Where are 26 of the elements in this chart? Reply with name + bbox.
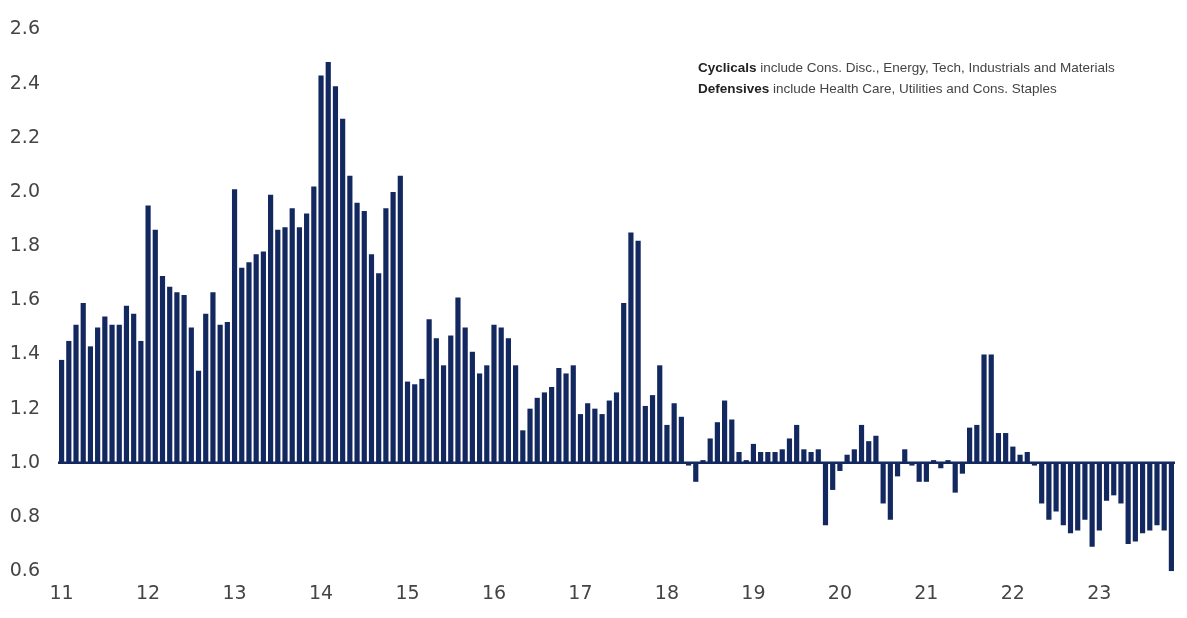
x-tick-label: 15 bbox=[395, 580, 420, 603]
x-tick-label: 20 bbox=[827, 580, 852, 603]
x-tick-label: 11 bbox=[49, 580, 74, 603]
y-tick-label: 0.6 bbox=[9, 558, 40, 581]
y-tick-label: 2.6 bbox=[9, 16, 40, 39]
y-tick-label: 2.2 bbox=[9, 124, 40, 147]
y-tick-label: 1.8 bbox=[9, 233, 40, 256]
x-tick-label: 17 bbox=[568, 580, 593, 603]
x-tick-label: 18 bbox=[654, 580, 680, 603]
x-tick-label: 14 bbox=[308, 580, 334, 603]
x-tick-label: 22 bbox=[1000, 580, 1025, 603]
annotation: Cyclicals include Cons. Disc., Energy, Tech, Industrials and Materials bbox=[698, 59, 1115, 75]
x-tick-label: 16 bbox=[481, 580, 507, 603]
y-tick-label: 1.0 bbox=[9, 449, 40, 472]
x-tick-label: 12 bbox=[135, 580, 161, 603]
x-tick-label: 23 bbox=[1087, 580, 1112, 603]
x-tick-label: 21 bbox=[914, 580, 939, 603]
annotation: Defensives include Health Care, Utilities and Cons. Staples bbox=[698, 80, 1057, 96]
y-tick-label: 1.2 bbox=[9, 395, 40, 418]
x-tick-label: 13 bbox=[222, 580, 247, 603]
y-tick-label: 1.4 bbox=[9, 341, 40, 364]
y-tick-label: 0.8 bbox=[9, 503, 40, 526]
y-tick-label: 2.0 bbox=[9, 178, 40, 201]
y-tick-label: 2.4 bbox=[9, 70, 40, 93]
x-tick-label: 19 bbox=[741, 580, 766, 603]
y-tick-label: 1.6 bbox=[9, 287, 40, 310]
